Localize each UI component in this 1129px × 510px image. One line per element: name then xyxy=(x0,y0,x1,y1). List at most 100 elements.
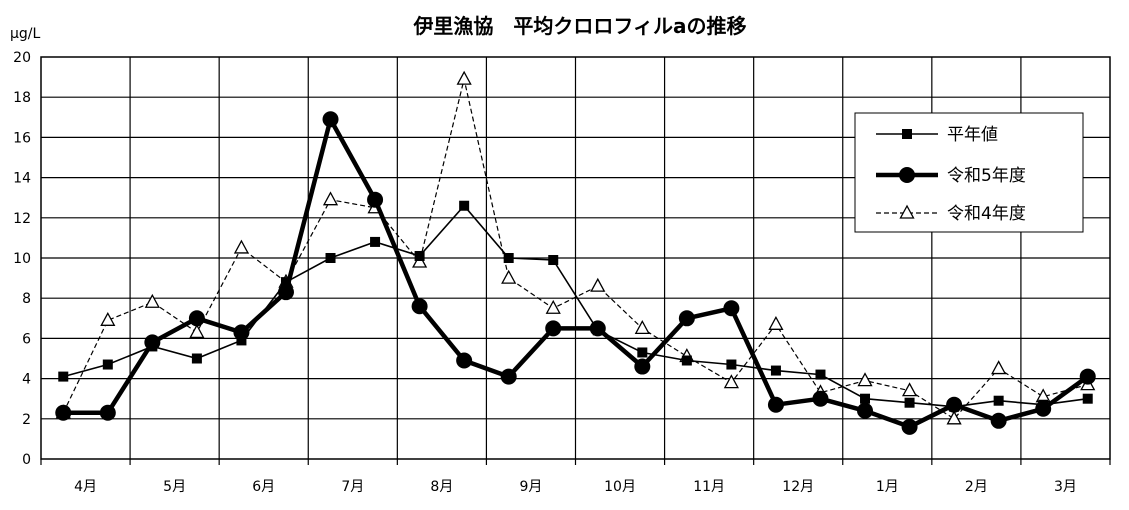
data-point-triangle xyxy=(189,324,205,339)
legend-label: 平年値 xyxy=(947,125,998,145)
data-point-square xyxy=(548,255,559,266)
data-point-circle xyxy=(678,310,695,327)
x-tick-label: 11月 xyxy=(693,479,725,495)
data-point-triangle xyxy=(322,191,339,206)
data-point-circle xyxy=(589,320,606,337)
data-point-square xyxy=(236,335,247,346)
data-point-square xyxy=(325,253,336,263)
axis-layer: 0 2 4 6 8 10 12 14 16 18 20 4月 5月 6月 7月 8月 9月 10月 11月 12月 1月… xyxy=(13,50,1111,495)
data-point-triangle xyxy=(590,277,606,292)
legend-label: 令和5年度 xyxy=(947,166,1026,186)
data-point-circle xyxy=(1079,368,1096,385)
y-tick-label: 18 xyxy=(13,90,31,106)
data-point-square xyxy=(370,236,381,247)
data-point-circle xyxy=(411,298,428,315)
data-point-square xyxy=(681,355,692,366)
data-point-circle xyxy=(144,334,161,351)
data-point-circle xyxy=(277,284,294,301)
data-point-triangle xyxy=(545,299,561,314)
data-point-circle xyxy=(99,404,116,421)
data-point-triangle xyxy=(634,319,650,335)
x-tick-label: 12月 xyxy=(782,479,814,495)
y-tick-label: 20 xyxy=(13,50,31,66)
y-tick-label: 10 xyxy=(13,251,31,267)
data-point-triangle xyxy=(412,253,428,268)
data-point-square xyxy=(1082,393,1093,404)
data-point-square xyxy=(503,253,514,263)
x-tick-label: 7月 xyxy=(341,479,364,495)
y-tick-label: 2 xyxy=(22,412,31,428)
data-point-square xyxy=(58,371,69,382)
x-tick-label: 10月 xyxy=(604,479,636,495)
series-reiwa-4 xyxy=(55,70,1096,425)
data-point-square xyxy=(459,200,470,211)
data-point-square xyxy=(726,359,737,370)
data-point-circle xyxy=(901,418,918,435)
data-point-triangle xyxy=(768,315,784,330)
data-point-square xyxy=(902,129,912,139)
data-point-circle xyxy=(322,111,339,128)
y-tick-label: 14 xyxy=(13,171,31,187)
data-point-square xyxy=(904,397,915,408)
data-point-triangle xyxy=(723,374,739,389)
data-point-square xyxy=(815,369,826,380)
data-point-circle xyxy=(456,352,473,369)
data-point-square xyxy=(102,359,113,370)
x-tick-label: 6月 xyxy=(252,479,275,495)
data-point-triangle xyxy=(456,70,472,85)
data-point-circle xyxy=(946,396,963,413)
data-point-triangle xyxy=(501,269,517,284)
legend-item: 令和4年度 xyxy=(876,204,1026,224)
data-point-circle xyxy=(723,300,740,317)
x-tick-label: 2月 xyxy=(965,479,988,495)
series-line xyxy=(63,204,1088,408)
data-point-triangle xyxy=(233,239,250,254)
data-point-circle xyxy=(55,404,72,421)
x-tick-label: 3月 xyxy=(1054,479,1077,495)
chart-title: 伊里漁協 平均クロロフィルaの推移 xyxy=(412,14,746,38)
data-point-square xyxy=(770,365,781,376)
data-point-circle xyxy=(1035,400,1052,417)
data-point-triangle xyxy=(901,382,918,397)
data-point-triangle xyxy=(899,204,915,219)
data-point-square xyxy=(637,347,648,358)
data-point-circle xyxy=(500,368,517,385)
series-line xyxy=(62,78,1088,420)
y-tick-label: 4 xyxy=(22,372,31,388)
y-tick-label: 16 xyxy=(13,130,31,146)
data-point-circle xyxy=(899,167,915,183)
y-tick-label: 0 xyxy=(22,452,31,468)
data-point-circle xyxy=(812,390,829,407)
x-tick-label: 5月 xyxy=(163,479,186,495)
x-tick-label: 9月 xyxy=(519,479,542,495)
y-tick-label: 8 xyxy=(22,291,31,307)
data-point-circle xyxy=(188,310,205,327)
data-point-circle xyxy=(233,324,250,341)
data-point-triangle xyxy=(144,293,160,308)
legend-item: 平年値 xyxy=(876,125,998,145)
y-axis-unit-label: μg/L xyxy=(10,26,41,42)
data-point-square xyxy=(191,353,202,364)
legend-label: 令和4年度 xyxy=(947,204,1026,224)
series-layer xyxy=(55,70,1096,435)
data-point-triangle xyxy=(946,410,962,425)
data-point-square xyxy=(280,277,291,288)
data-point-square xyxy=(414,250,425,261)
data-point-circle xyxy=(367,191,384,208)
data-point-circle xyxy=(634,358,651,375)
legend-item: 令和5年度 xyxy=(876,166,1026,186)
x-tick-label: 8月 xyxy=(430,479,453,495)
x-tick-label: 4月 xyxy=(74,479,97,495)
data-point-circle xyxy=(545,320,562,337)
legend-box xyxy=(854,112,1084,233)
data-point-square xyxy=(993,395,1004,406)
y-tick-label: 6 xyxy=(22,331,31,347)
series-reiwa-5 xyxy=(55,111,1096,435)
data-point-square xyxy=(860,393,871,404)
data-point-triangle xyxy=(991,360,1007,375)
data-point-circle xyxy=(767,396,784,413)
data-point-triangle xyxy=(100,311,116,326)
